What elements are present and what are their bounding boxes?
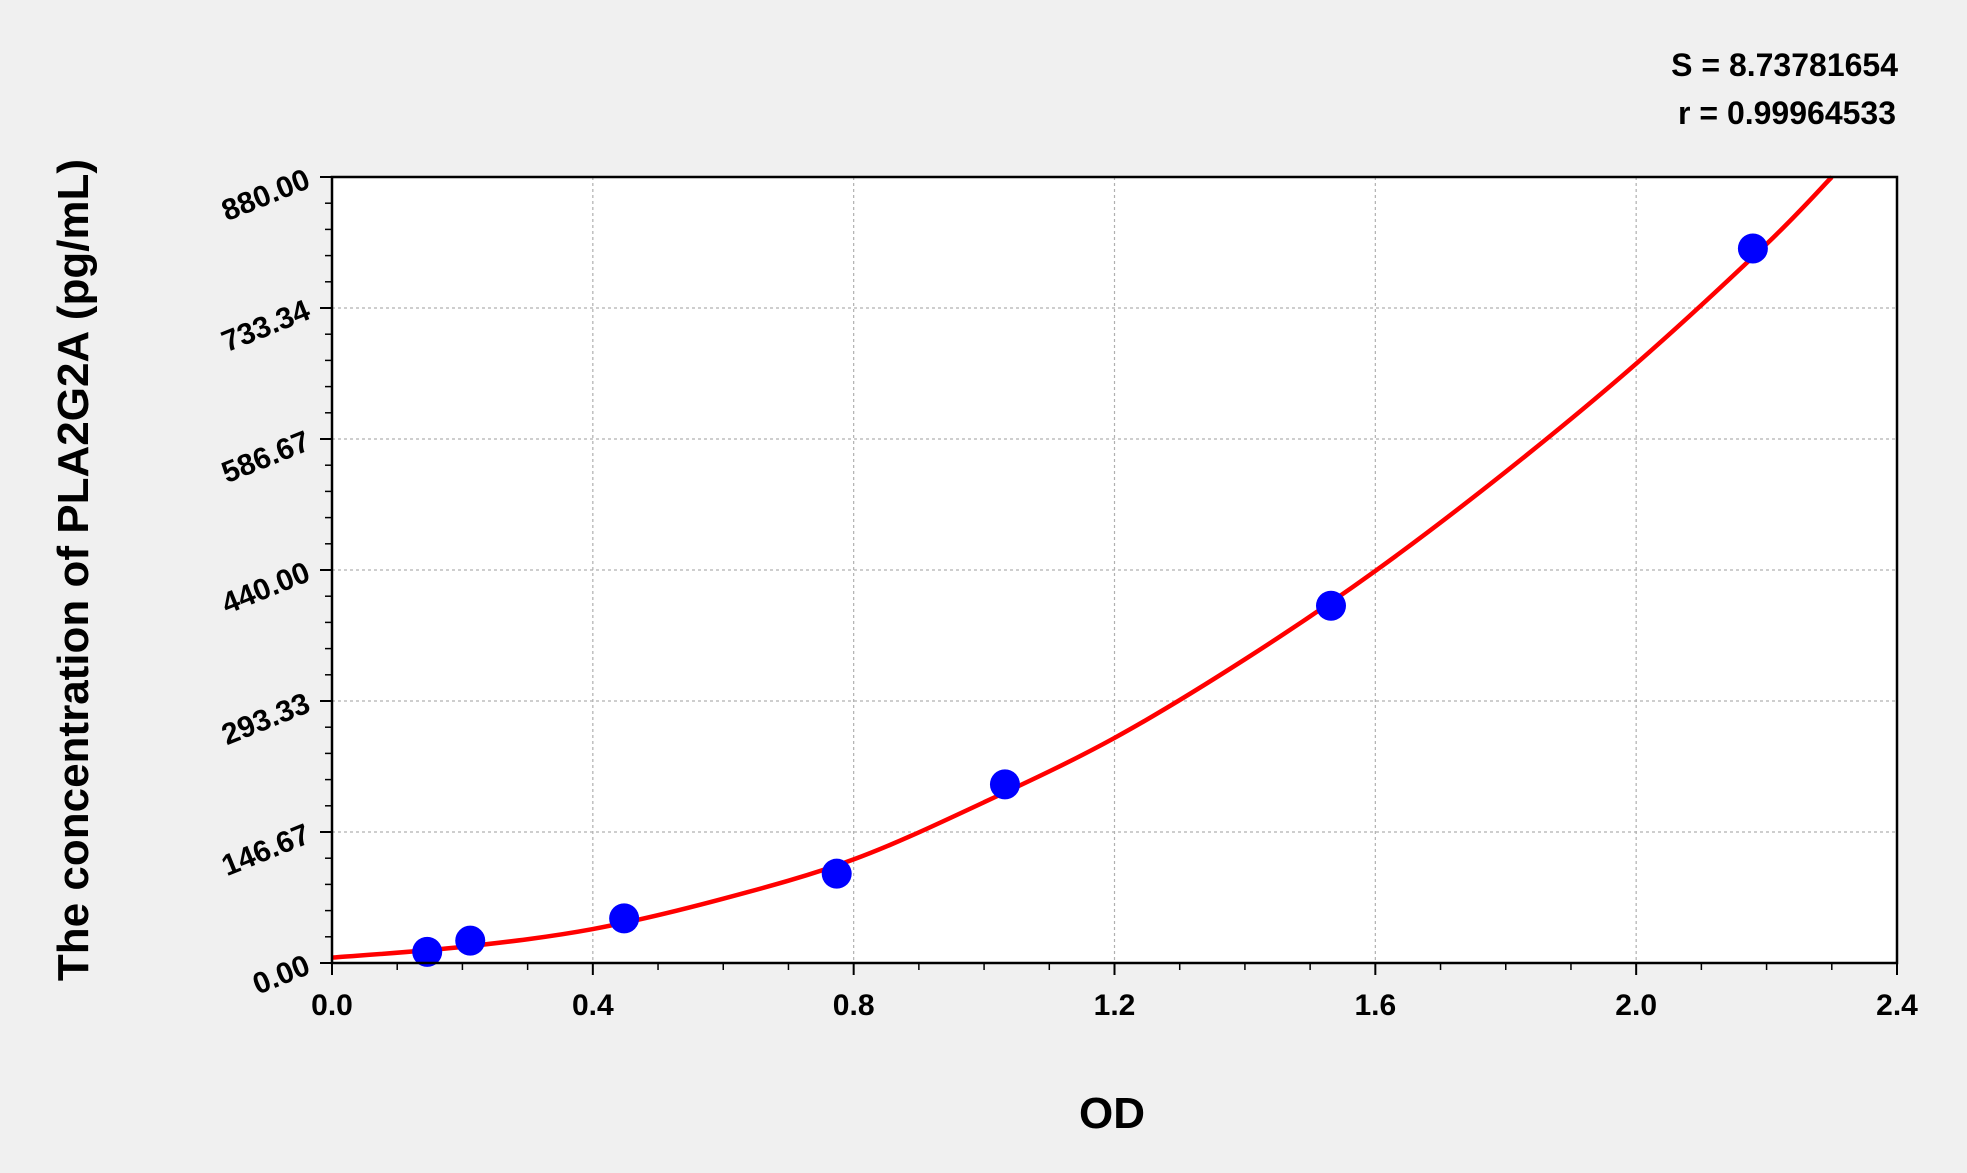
x-tick-label: 1.6 [1354,989,1396,1022]
x-tick-label: 2.4 [1876,989,1918,1022]
x-tick-labels: 0.0 0.4 0.8 1.2 1.6 2.0 2.4 [311,989,1918,1022]
data-point [455,925,486,956]
data-point [821,858,852,889]
data-points [412,233,1768,967]
x-tick-label: 2.0 [1615,989,1657,1022]
fit-curve [331,175,1834,960]
stat-s: S = 8.73781654 [1671,47,1898,83]
data-point [1315,590,1346,621]
x-tick-label: 0.4 [572,989,614,1022]
x-tick-label: 1.2 [1094,989,1136,1022]
x-tick-label: 0.8 [833,989,875,1022]
fit-curve-group [331,175,1834,960]
y-tick-label: 586.67 [217,425,314,490]
plot-frame [330,175,1899,965]
data-point [609,903,640,934]
y-tick-label: 0.00 [248,949,315,1001]
y-tick-label: 146.67 [217,818,314,883]
x-tick-label: 0.0 [311,989,353,1022]
data-point [989,769,1020,800]
y-tick-labels: 0.00 146.67 293.33 440.00 586.67 733.34 880.00 [217,163,315,1001]
x-axis-title: OD [1079,1089,1145,1138]
y-axis-title: The concentration of PLA2G2A (pg/mL) [49,159,98,981]
y-tick-label: 440.00 [217,556,314,621]
y-tick-label: 733.34 [217,294,315,359]
stat-r: r = 0.99964533 [1678,95,1896,131]
data-point [412,936,443,967]
y-tick-label: 293.33 [217,687,314,752]
y-tick-label: 880.00 [217,163,314,228]
data-point [1737,233,1768,264]
